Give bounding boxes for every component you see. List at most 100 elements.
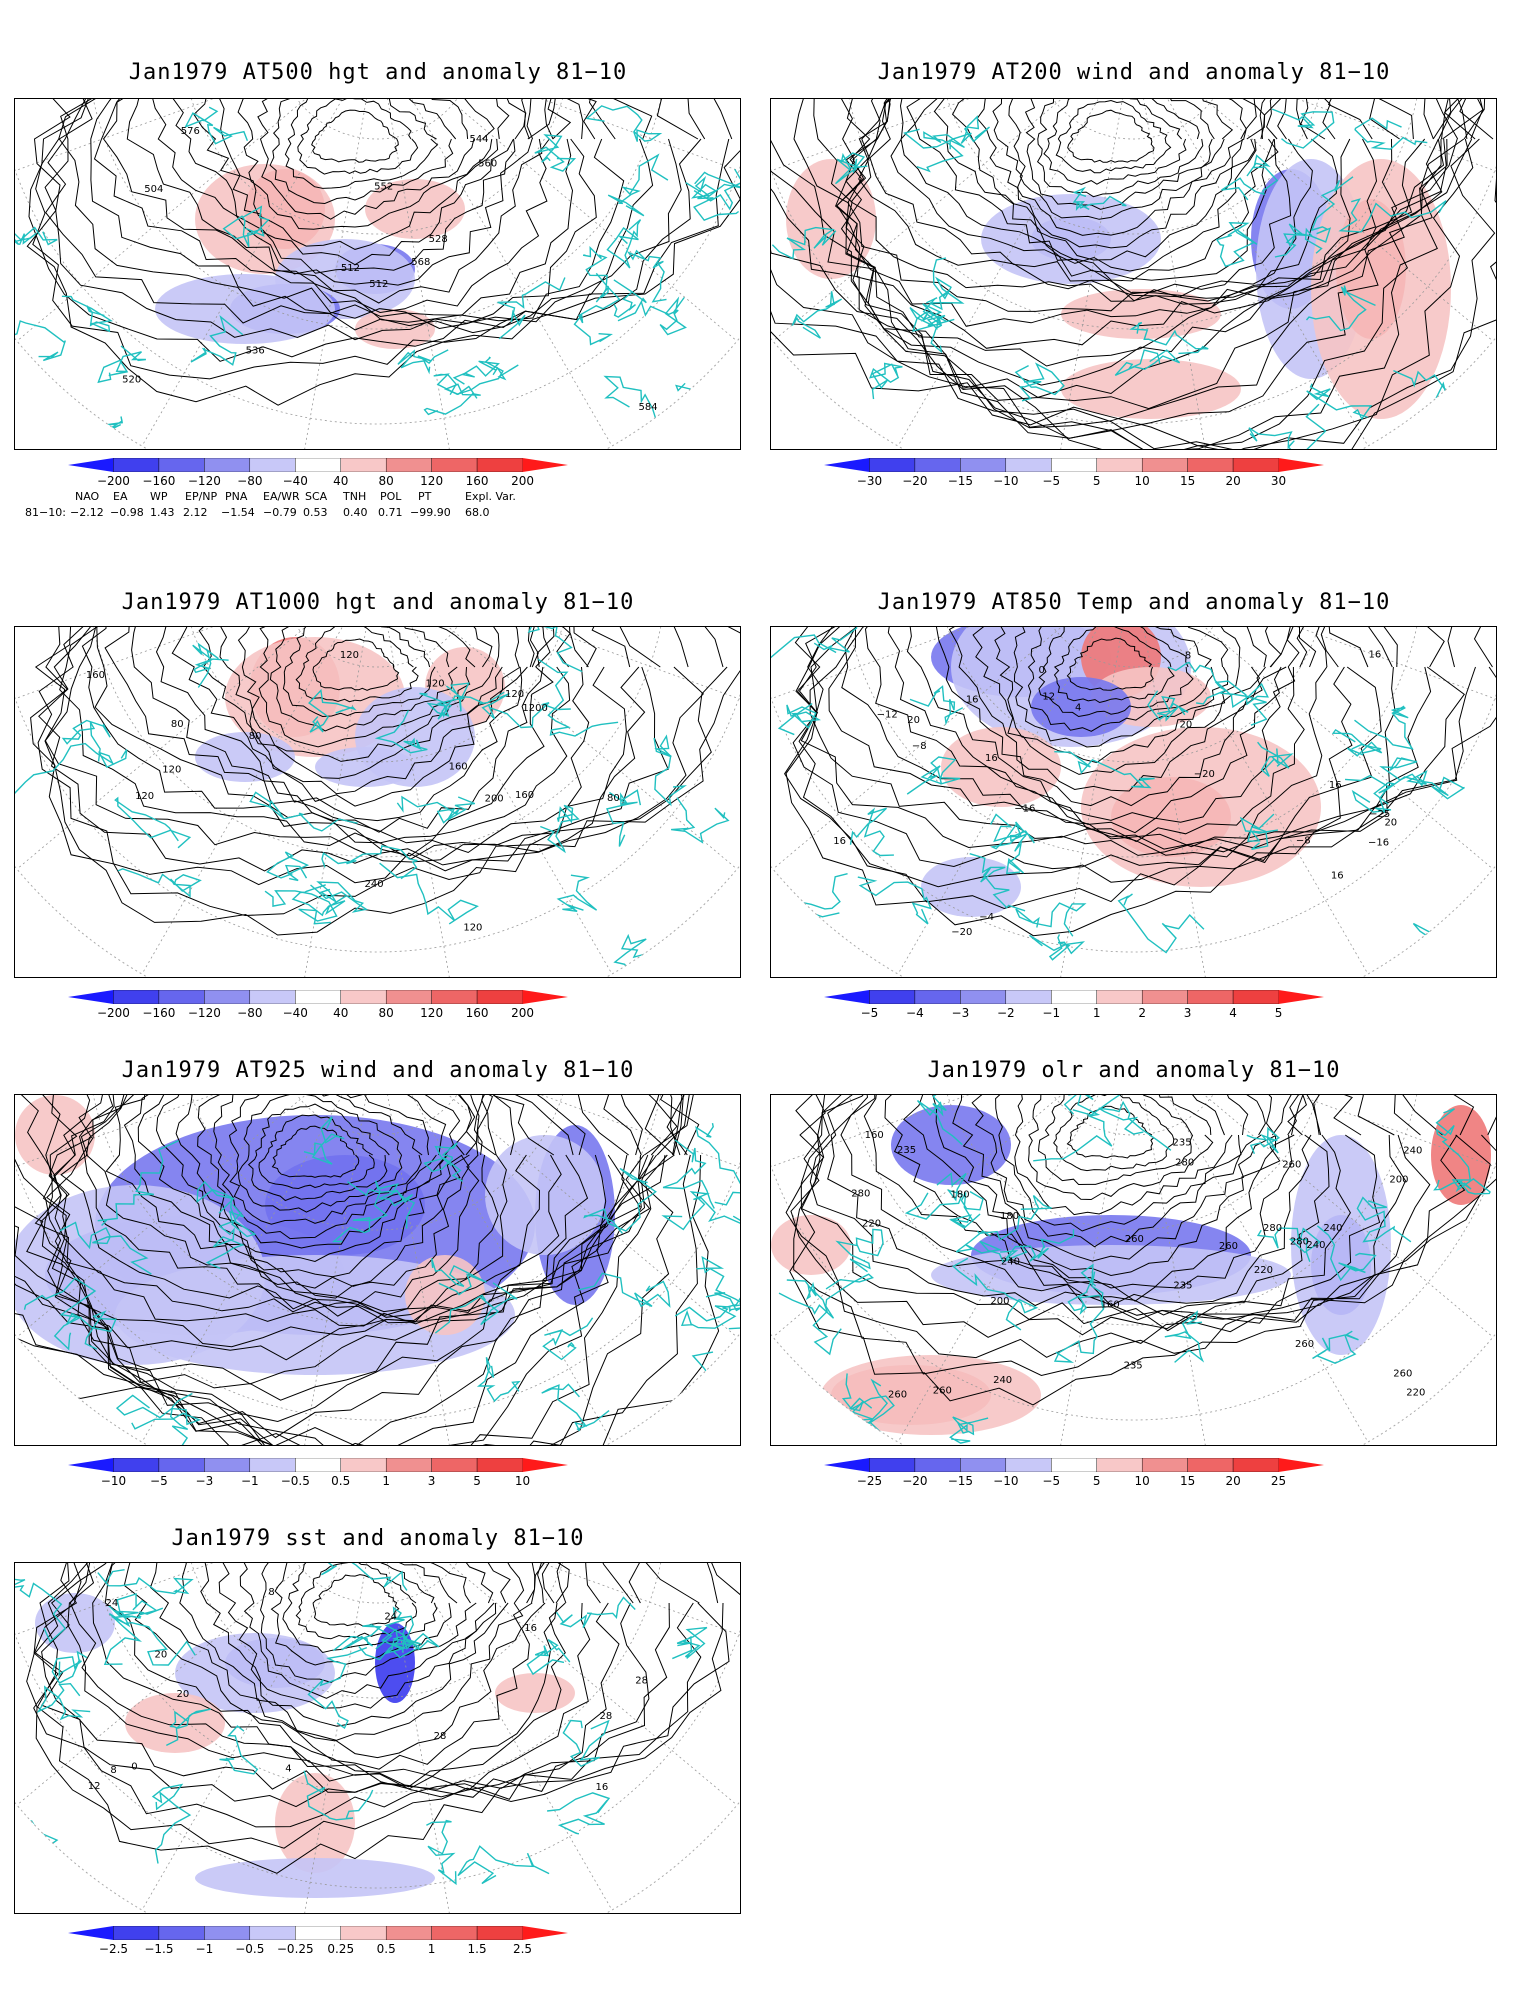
colorbar-tick-label: −40 <box>282 474 308 488</box>
contour-line <box>155 1095 472 1278</box>
panel-at1000-hgt: Jan1979 AT1000 hgt and anomaly 81−10 120… <box>14 590 742 990</box>
colorbar-swatch <box>1051 990 1097 1004</box>
colorbar-tick-label: −120 <box>187 1006 221 1020</box>
coastline <box>36 1682 91 1721</box>
index-value: 0.53 <box>303 506 328 519</box>
index-name: PT <box>418 490 432 503</box>
contour-line <box>1066 1105 1155 1159</box>
colorbar-arrow-right <box>1278 990 1324 1004</box>
contour-label: 16 <box>985 753 998 764</box>
colorbar-swatches <box>68 1926 568 1940</box>
coastline <box>307 1646 368 1730</box>
contour-label: 200 <box>485 794 504 805</box>
coastline <box>1274 223 1323 258</box>
contour-label: 260 <box>1125 1234 1144 1245</box>
contour-label: −20 <box>1194 769 1215 780</box>
coastline <box>1067 1263 1105 1315</box>
coastline <box>582 245 609 303</box>
contour-line <box>771 99 1477 449</box>
coastline <box>662 1139 715 1209</box>
colorbar-tick-label: 40 <box>333 1006 349 1020</box>
panel-sst: Jan1979 sst and anomaly 81−10 20 0 4 8 12 16 2… <box>14 1526 742 1926</box>
colorbar-swatch <box>476 458 523 472</box>
contour-label: 120 <box>463 923 482 934</box>
contour-line <box>948 627 1282 792</box>
colorbar-swatch <box>385 1458 432 1472</box>
anomaly-shading <box>1031 677 1131 737</box>
colorbar-tick-label: 25 <box>1270 1474 1287 1488</box>
contour-line <box>104 627 563 844</box>
colorbar-arrow-left <box>68 458 114 472</box>
meridian-line <box>897 99 1134 447</box>
colorbar-ticks: −10 −5 −3 −1 −0.5 0.5 1 3 5 10 <box>58 1472 578 1488</box>
colorbar-arrow-right <box>1278 458 1324 472</box>
coastline <box>184 106 249 145</box>
contour-label: 20 <box>907 715 920 726</box>
coastline <box>929 257 965 311</box>
anomaly-shading <box>355 309 435 349</box>
colorbar-ticks: −200 −160 −120 −80 −40 40 80 120 160 200 <box>58 1004 578 1020</box>
contour-label: −8 <box>1296 836 1311 847</box>
panel-at850-temp: Jan1979 AT850 Temp and anomaly 81−10 16 −… <box>770 590 1498 990</box>
coastline <box>952 1257 1039 1331</box>
coastline <box>1015 902 1087 937</box>
latitude-line <box>86 1563 668 1794</box>
coastline <box>1246 1126 1280 1154</box>
index-value: 2.12 <box>183 506 208 519</box>
colorbar-arrow-right <box>522 1458 568 1472</box>
coastline <box>547 1792 611 1835</box>
contour-line <box>1027 1095 1214 1201</box>
contour-line <box>834 99 1459 386</box>
coastline <box>786 873 848 926</box>
contour-label: 120 <box>340 650 359 661</box>
colorbar-tick-label: −5 <box>860 1006 879 1020</box>
contour-line <box>102 99 554 314</box>
coastline <box>1305 285 1376 332</box>
contour-line <box>67 1563 620 1798</box>
colorbar-tick-label: 1 <box>1092 1006 1101 1020</box>
colorbar-tick-label: 10 <box>1134 1474 1150 1488</box>
colorbar-swatch <box>476 1458 523 1472</box>
contour-label: −16 <box>1014 804 1035 815</box>
contour-line <box>239 1563 495 1699</box>
contour-line <box>809 627 1382 858</box>
contour-label: 160 <box>1101 1299 1120 1310</box>
coastline <box>430 1258 487 1296</box>
contour-label: 0 <box>1039 665 1045 676</box>
map-frame <box>14 1094 741 1446</box>
coastline <box>358 1628 414 1661</box>
colorbar-tick-label: 160 <box>465 1006 489 1020</box>
index-names-row: NAO EA WP EP/NP PNA EA/WR SCA TNH POL PT Expl. Var… <box>25 490 625 506</box>
coastline <box>426 1819 457 1886</box>
contour-label: 235 <box>897 1145 916 1156</box>
contour-label: 20 <box>1180 719 1193 730</box>
coastline <box>15 226 58 246</box>
coastline <box>778 1273 874 1319</box>
coastline <box>906 756 961 795</box>
coastline <box>786 1279 842 1356</box>
map-frame: 160 200 180 180 160 260 280 220 235 220 240 220 235 2… <box>770 1094 1497 1446</box>
coastline <box>1271 108 1335 149</box>
contour-line <box>60 1095 541 1317</box>
contour-line <box>81 627 590 857</box>
meridian-line <box>1132 1095 1494 1338</box>
latitude-line <box>842 627 1424 858</box>
colorbar-swatch <box>431 990 478 1004</box>
contour-label: 240 <box>1001 1256 1020 1267</box>
colorbar-tick-label: −200 <box>96 474 130 488</box>
contour-label: 280 <box>1175 1158 1194 1169</box>
contour-label: 576 <box>181 126 200 137</box>
latitude-line <box>181 1095 573 1231</box>
coastline <box>916 1095 967 1146</box>
contour-line <box>887 627 1308 834</box>
coastline <box>117 868 202 898</box>
coastline <box>114 796 192 849</box>
contour-label: −8 <box>912 741 927 752</box>
coastline <box>321 845 418 880</box>
anomaly-shading <box>1061 359 1241 419</box>
coastline <box>653 734 687 807</box>
contour-line <box>771 99 1491 439</box>
meridian-line <box>897 1095 1134 1443</box>
contour-line <box>92 1563 570 1788</box>
contour-label: 180 <box>951 1189 970 1200</box>
